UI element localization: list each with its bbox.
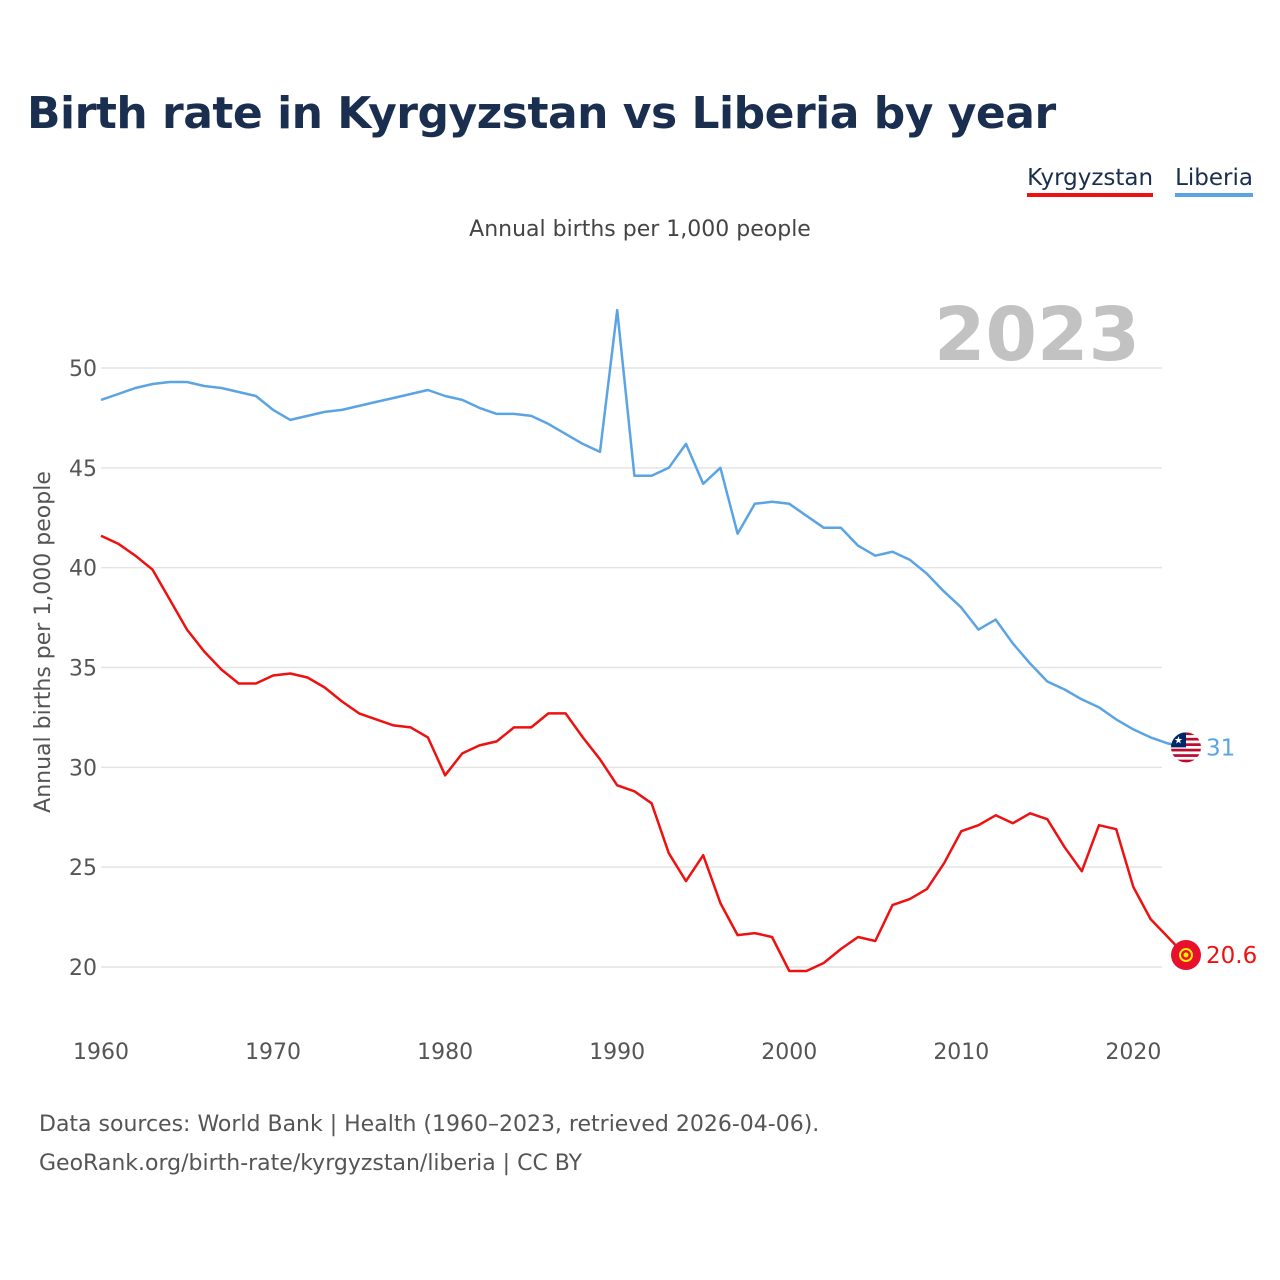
svg-text:★: ★ bbox=[1174, 735, 1183, 746]
footer: Data sources: World Bank | Health (1960–… bbox=[39, 1105, 819, 1183]
x-tick-label: 1980 bbox=[417, 1040, 473, 1065]
series-line-kyrgyzstan bbox=[100, 534, 1199, 973]
liberia-flag-icon: ★ bbox=[1171, 732, 1201, 763]
y-tick-label: 20 bbox=[69, 956, 97, 981]
end-label-liberia: 31 bbox=[1206, 735, 1235, 761]
kyrgyzstan-flag-icon bbox=[1171, 940, 1201, 971]
y-tick-label: 35 bbox=[69, 657, 97, 682]
data-source-note: Data sources: World Bank | Health (1960–… bbox=[39, 1112, 820, 1137]
y-tick-label: 50 bbox=[69, 357, 97, 382]
x-tick-label: 2020 bbox=[1105, 1040, 1161, 1065]
y-tick-label: 25 bbox=[69, 856, 97, 881]
x-tick-label: 1990 bbox=[589, 1040, 645, 1065]
legend: Kyrgyzstan Liberia bbox=[1027, 165, 1253, 197]
x-tick-label: 2010 bbox=[933, 1040, 989, 1065]
line-chart: 2023 20 25 30 35 40 45 50 1960 1970 1980 1990 2000 20… bbox=[31, 292, 1257, 1065]
chart-title: Birth rate in Kyrgyzstan vs Liberia by y… bbox=[27, 88, 1056, 139]
x-tick-label: 1960 bbox=[73, 1040, 129, 1065]
chart-subtitle: Annual births per 1,000 people bbox=[469, 217, 811, 242]
x-tick-label: 2000 bbox=[761, 1040, 817, 1065]
legend-item-kyrgyzstan[interactable]: Kyrgyzstan bbox=[1027, 165, 1154, 197]
series-kyrgyzstan bbox=[100, 534, 1199, 973]
y-tick-label: 30 bbox=[69, 756, 97, 781]
x-tick-label: 1970 bbox=[245, 1040, 301, 1065]
year-watermark: 2023 bbox=[934, 292, 1140, 378]
series-liberia bbox=[100, 308, 1199, 749]
series-line-liberia bbox=[100, 308, 1199, 749]
y-tick-label: 45 bbox=[69, 457, 97, 482]
y-tick-label: 40 bbox=[69, 557, 97, 582]
end-label-kyrgyzstan: 20.6 bbox=[1206, 943, 1257, 969]
y-axis-title: Annual births per 1,000 people bbox=[31, 471, 56, 813]
attribution-link[interactable]: GeoRank.org/birth-rate/kyrgyzstan/liberi… bbox=[39, 1151, 583, 1176]
legend-item-liberia[interactable]: Liberia bbox=[1175, 165, 1253, 197]
